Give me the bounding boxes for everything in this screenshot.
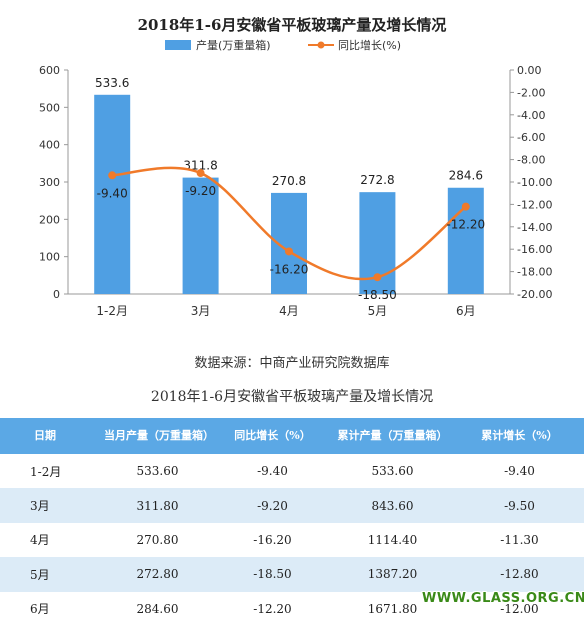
cell-date: 4月 xyxy=(0,522,100,558)
cell-cumulative-output: 1671.80 xyxy=(330,591,455,626)
cell-yoy-growth: -12.20 xyxy=(215,591,330,626)
table-row: 3月 311.80 -9.20 843.60 -9.50 xyxy=(0,488,584,523)
growth-value-label: -16.20 xyxy=(270,262,309,276)
y-right-tick-label: -8.00 xyxy=(517,154,545,167)
cell-monthly-output: 284.60 xyxy=(100,591,215,626)
data-source-text: 数据来源：中商产业研究院数据库 xyxy=(194,356,390,371)
x-tick-label: 5月 xyxy=(368,304,388,318)
cell-date: 5月 xyxy=(0,557,100,592)
cell-cumulative-growth: -9.50 xyxy=(455,488,584,523)
chart-title: 2018年1-6月安徽省平板玻璃产量及增长情况 xyxy=(138,16,447,34)
cell-cumulative-growth: -11.30 xyxy=(455,522,584,558)
growth-value-label: -9.20 xyxy=(185,184,216,198)
cell-yoy-growth: -9.20 xyxy=(215,488,330,523)
cell-yoy-growth: -18.50 xyxy=(215,557,330,592)
y-right-tick-label: -20.00 xyxy=(517,288,552,301)
header-date: 日期 xyxy=(0,418,100,454)
x-tick-label: 1-2月 xyxy=(96,304,128,318)
growth-point xyxy=(285,247,293,256)
x-tick-label: 6月 xyxy=(456,304,476,318)
table-row: 1-2月 533.60 -9.40 533.60 -9.40 xyxy=(0,454,584,489)
cell-cumulative-growth: -12.00 xyxy=(455,591,584,626)
legend-line-label: 同比增长(%) xyxy=(338,38,401,52)
y-right-tick-label: -16.00 xyxy=(517,243,552,256)
x-tick-label: 4月 xyxy=(279,304,299,318)
table-title: 2018年1-6月安徽省平板玻璃产量及增长情况 xyxy=(150,389,434,405)
cell-cumulative-output: 843.60 xyxy=(330,488,455,523)
growth-value-label: -18.50 xyxy=(358,288,397,302)
table-row: 6月 284.60 -12.20 1671.80 -12.00 xyxy=(0,591,584,626)
y-left-tick-label: 100 xyxy=(39,251,60,264)
legend-bar-swatch xyxy=(165,40,191,50)
growth-point xyxy=(108,171,117,180)
y-right-tick-label: -12.00 xyxy=(517,198,552,211)
cell-cumulative-growth: -9.40 xyxy=(455,454,584,489)
chart-area: 2018年1-6月安徽省平板玻璃产量及增长情况产量(万重量箱) 同比增长(%) 0 1… xyxy=(39,16,552,318)
y-left-tick-label: 500 xyxy=(39,101,60,114)
cell-monthly-output: 272.80 xyxy=(100,557,215,592)
legend-line-marker xyxy=(317,41,325,49)
bar xyxy=(94,94,131,294)
y-left-tick-label: 400 xyxy=(39,139,60,152)
cell-cumulative-output: 533.60 xyxy=(330,454,455,489)
y-right-tick-label: -6.00 xyxy=(517,131,545,144)
cell-date: 6月 xyxy=(0,591,100,626)
growth-point xyxy=(461,202,470,211)
cell-yoy-growth: -16.20 xyxy=(215,522,330,558)
header-monthly-output: 当月产量（万重量箱） xyxy=(100,418,215,454)
y-left-tick-label: 200 xyxy=(39,213,60,226)
y-right-tick-label: 0.00 xyxy=(517,64,542,77)
growth-point xyxy=(373,273,382,282)
y-left-tick-label: 0 xyxy=(53,288,60,301)
header-cumulative-growth: 累计增长（%） xyxy=(455,418,584,454)
y-right-tick-label: -2.00 xyxy=(517,86,545,99)
legend-bar-label: 产量(万重量箱) xyxy=(196,38,271,52)
header-yoy-growth: 同比增长（%） xyxy=(215,418,330,454)
bar-value-label: 270.8 xyxy=(272,174,306,188)
growth-point xyxy=(196,169,205,178)
bar-value-label: 284.6 xyxy=(449,169,483,183)
y-right-tick-label: -14.00 xyxy=(517,221,552,234)
growth-value-label: -9.40 xyxy=(97,186,128,200)
table-header-row: 日期 当月产量（万重量箱） 同比增长（%） 累计产量（万重量箱） 累计增长（%） xyxy=(0,418,584,454)
cell-monthly-output: 533.60 xyxy=(100,454,215,489)
y-left-tick-label: 600 xyxy=(39,64,60,77)
cell-cumulative-growth: -12.80 xyxy=(455,557,584,592)
x-tick-label: 3月 xyxy=(191,304,211,318)
table-row: 4月 270.80 -16.20 1114.40 -11.30 xyxy=(0,522,584,558)
cell-date: 3月 xyxy=(0,488,100,523)
y-right-tick-label: -10.00 xyxy=(517,176,552,189)
cell-monthly-output: 270.80 xyxy=(100,522,215,558)
y-left-tick-label: 300 xyxy=(39,176,60,189)
growth-value-label: -12.20 xyxy=(446,218,485,232)
bar xyxy=(182,177,219,294)
cell-cumulative-output: 1387.20 xyxy=(330,557,455,592)
y-right-tick-label: -18.00 xyxy=(517,266,552,279)
bar-value-label: 272.8 xyxy=(360,173,394,187)
bar-value-label: 533.6 xyxy=(95,76,129,90)
data-table: 日期 当月产量（万重量箱） 同比增长（%） 累计产量（万重量箱） 累计增长（%）… xyxy=(0,418,584,626)
cell-cumulative-output: 1114.40 xyxy=(330,522,455,558)
cell-date: 1-2月 xyxy=(0,454,100,489)
cell-monthly-output: 311.80 xyxy=(100,488,215,523)
site-logo: WWW.GLASS.ORG.CN xyxy=(422,591,584,606)
cell-yoy-growth: -9.40 xyxy=(215,454,330,489)
table-row: 5月 272.80 -18.50 1387.20 -12.80 xyxy=(0,557,584,592)
header-cumulative-output: 累计产量（万重量箱） xyxy=(330,418,455,454)
y-right-tick-label: -4.00 xyxy=(517,109,545,122)
